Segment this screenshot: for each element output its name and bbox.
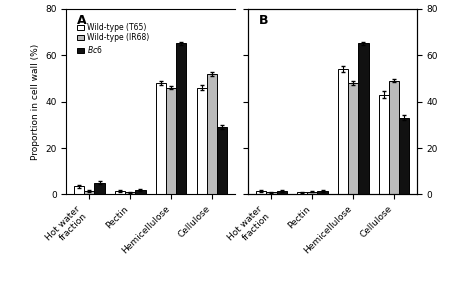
Bar bbox=[156, 83, 166, 194]
Bar bbox=[307, 192, 318, 194]
Legend: Wild-type (T65), Wild-type (IR68), $\it{Bc6}$: Wild-type (T65), Wild-type (IR68), $\it{… bbox=[73, 20, 153, 58]
Bar bbox=[166, 88, 176, 194]
Bar bbox=[389, 81, 399, 194]
Bar bbox=[358, 43, 369, 194]
Bar bbox=[197, 88, 207, 194]
Text: A: A bbox=[76, 14, 86, 27]
Bar bbox=[277, 191, 287, 194]
Bar bbox=[256, 191, 266, 194]
Bar bbox=[176, 43, 186, 194]
Bar bbox=[318, 191, 328, 194]
Bar bbox=[338, 69, 348, 194]
Bar bbox=[125, 192, 136, 194]
Bar bbox=[379, 95, 389, 194]
Bar bbox=[207, 74, 217, 194]
Bar bbox=[115, 191, 125, 194]
Bar bbox=[297, 192, 307, 194]
Bar bbox=[348, 83, 358, 194]
Bar bbox=[399, 118, 410, 194]
Bar bbox=[266, 192, 277, 194]
Bar bbox=[74, 186, 84, 194]
Bar bbox=[94, 183, 105, 194]
Text: B: B bbox=[259, 14, 268, 27]
Y-axis label: Proportion in cell wall (%): Proportion in cell wall (%) bbox=[31, 43, 40, 160]
Bar bbox=[217, 127, 228, 194]
Bar bbox=[136, 190, 146, 194]
Bar bbox=[84, 191, 94, 194]
